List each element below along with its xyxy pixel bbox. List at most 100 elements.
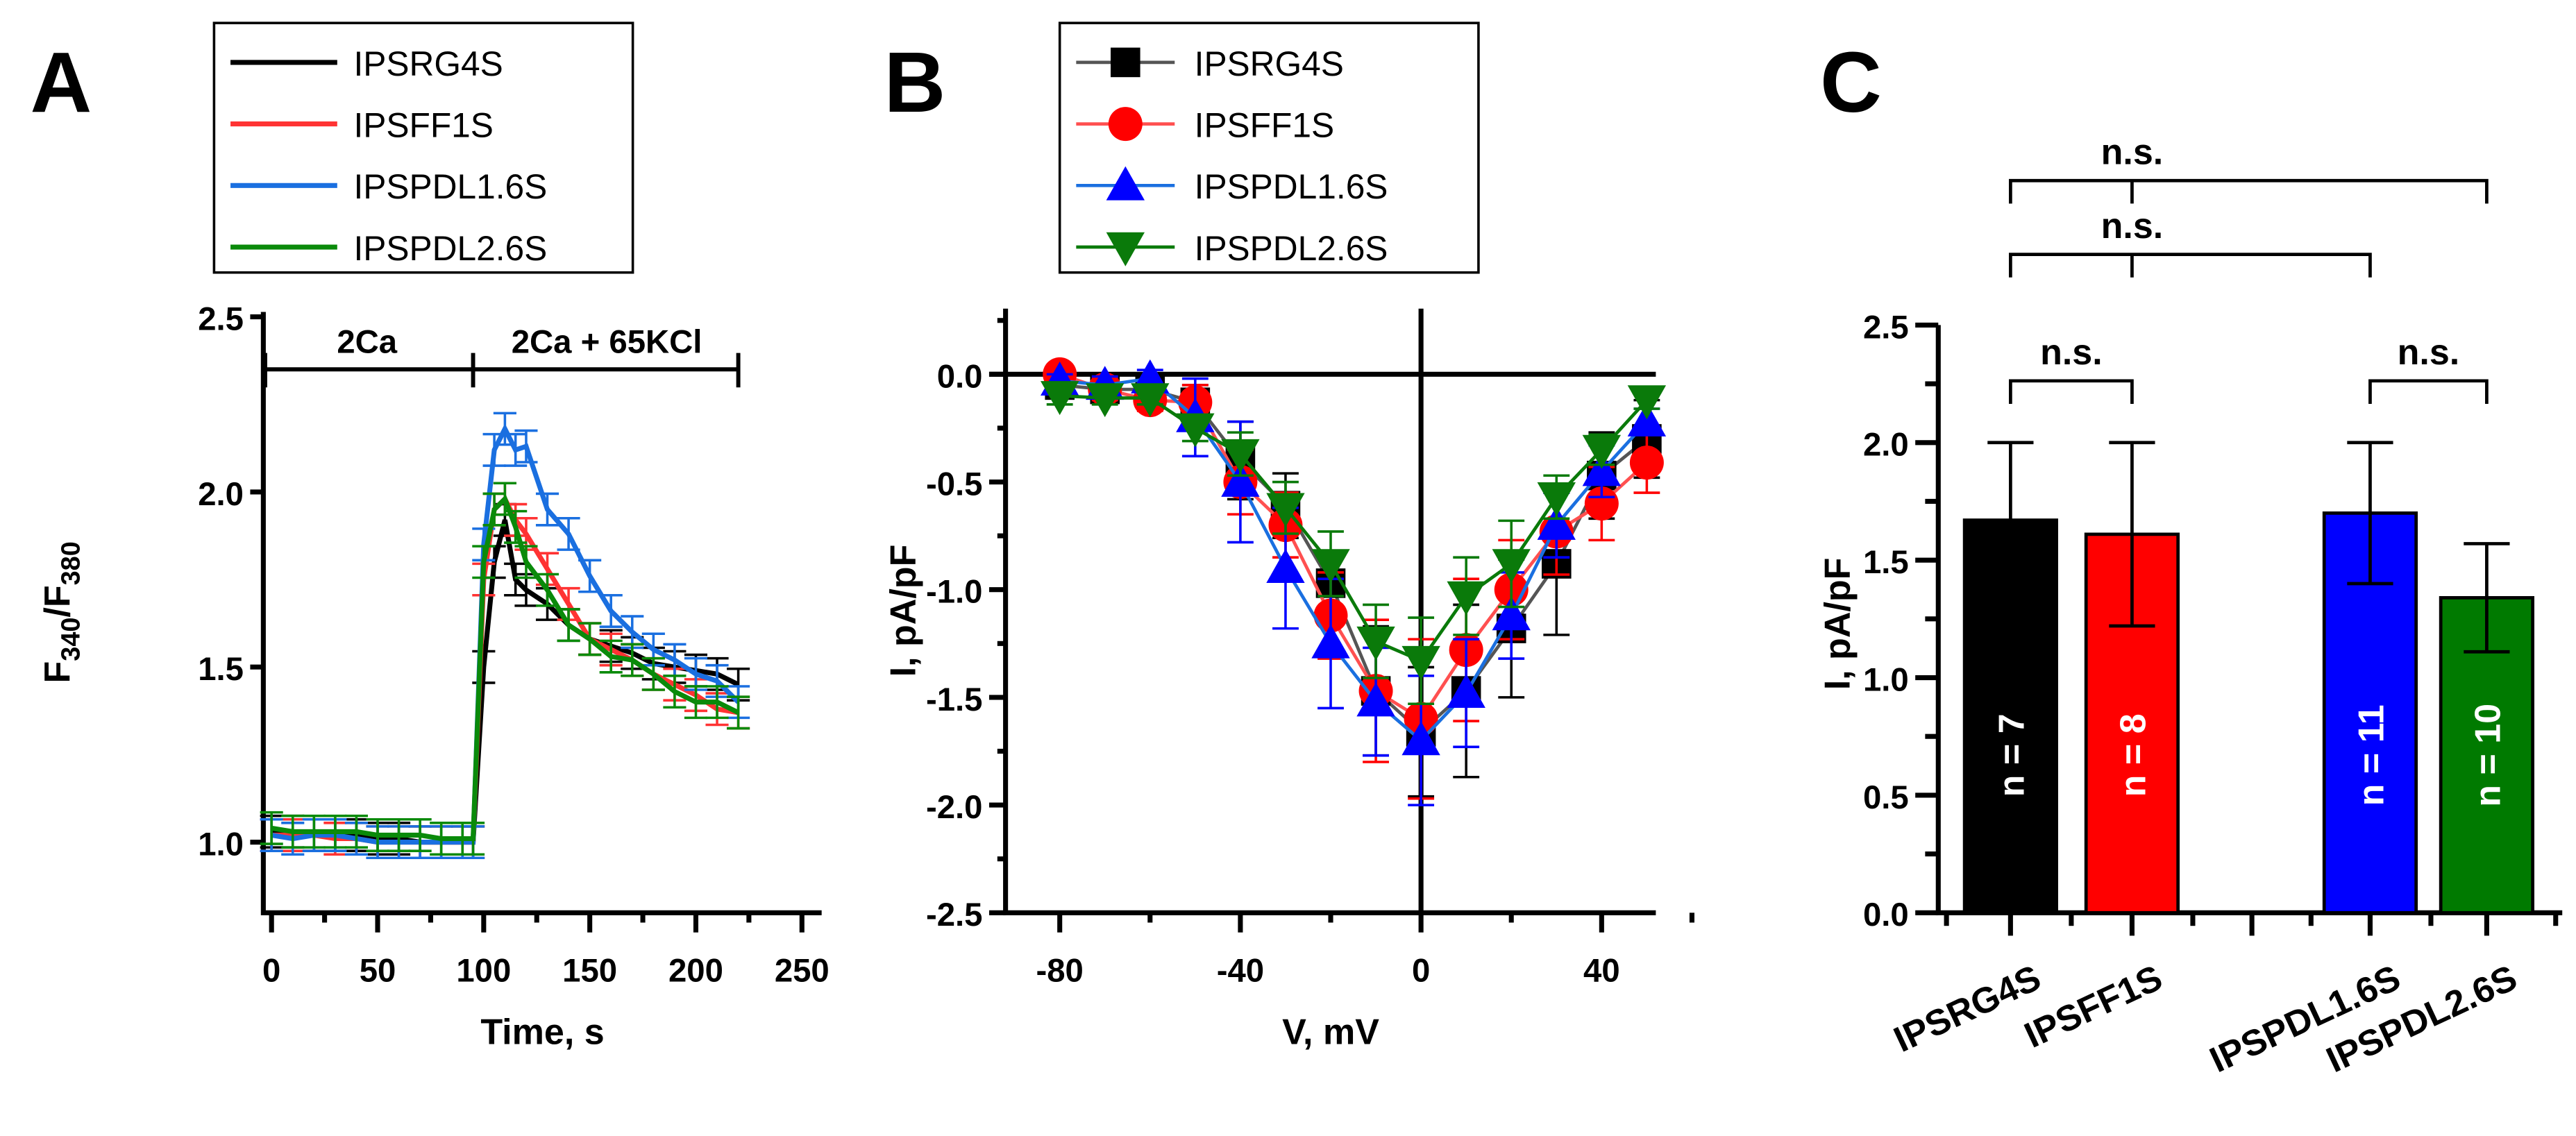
x-tick-label: IPSRG4S <box>1888 958 2047 1060</box>
triangle-up-marker <box>1401 721 1440 756</box>
y-tick-label: 0.0 <box>937 358 983 395</box>
y-tick-label: 1.5 <box>1863 544 1909 581</box>
x-tick-label: 250 <box>775 953 830 990</box>
legend-label: IPSFF1S <box>353 106 493 145</box>
triangle-up-marker <box>1311 624 1350 659</box>
panel-c-chart: 0.0 0.5 1.0 1.5 2.0 2.5 I, pA/pF IPSRG4S n = 7 IP… <box>1818 133 2563 1080</box>
x-tick-label: IPSFF1S <box>2019 958 2169 1056</box>
bar-n-label: n = 10 <box>2468 704 2508 807</box>
y-axis-label-part: 380 <box>56 541 85 585</box>
series-line-IPSPDL2.6S <box>271 494 740 842</box>
y-axis-label: I, pA/pF <box>884 545 924 677</box>
axis-lines <box>260 312 822 915</box>
triangle-down-marker <box>1582 434 1622 469</box>
legend-label: IPSRG4S <box>1195 44 1344 83</box>
panel-b-chart: IPSRG4S IPSFF1S IPSPDL1.6S IPSPDL2.6S 0.0 -0.… <box>884 22 1694 1053</box>
legend-label: IPSRG4S <box>353 44 503 83</box>
y-axis-label-part: 340 <box>56 618 85 661</box>
y-tick-label: 2.0 <box>1863 427 1909 464</box>
y-tick-label: -2.0 <box>926 789 982 826</box>
panel-a-chart: IPSRG4S IPSFF1S IPSPDL1.6S IPSPDL2.6S 1.0 1.5… <box>37 22 830 1053</box>
x-tick-label: 150 <box>562 953 617 990</box>
panel-label-a: A <box>30 35 92 130</box>
triangle-up-marker <box>1356 682 1395 717</box>
triangle-up-marker <box>1492 596 1531 631</box>
y-tick-label: 0.0 <box>1863 897 1909 933</box>
triangle-down-marker <box>1176 413 1215 448</box>
triangle-down-marker <box>1131 383 1170 418</box>
y-tick-label: -0.5 <box>926 466 982 502</box>
series-line-IPSFF1S <box>271 495 739 845</box>
significance-label: n.s. <box>2101 206 2164 246</box>
panel-label-b: B <box>884 35 946 130</box>
triangle-down-marker <box>1492 549 1531 584</box>
y-tick-label: -1.0 <box>926 574 982 611</box>
triangle-down-marker <box>1311 549 1350 584</box>
legend-label: IPSFF1S <box>1195 106 1334 145</box>
triangle-down-marker <box>1266 493 1305 527</box>
y-axis-label: F340/F380 <box>37 541 85 683</box>
y-tick-label: 1.0 <box>198 826 244 863</box>
triangle-up-marker <box>1106 166 1145 201</box>
triangle-down-marker <box>1537 482 1576 516</box>
bar-n-label: n = 8 <box>2113 713 2153 797</box>
x-tick-label: 100 <box>456 953 511 990</box>
y-tick-label: 2.5 <box>198 300 244 337</box>
legend-label: IPSPDL2.6S <box>353 229 547 268</box>
circle-marker <box>1584 486 1619 521</box>
legend-label: IPSPDL1.6S <box>353 167 547 206</box>
triangle-down-marker <box>1627 385 1667 420</box>
y-tick-label: 1.5 <box>198 651 244 688</box>
x-tick-label: 200 <box>668 953 723 990</box>
significance-bracket <box>2368 379 2489 404</box>
circle-marker <box>1629 446 1664 480</box>
series-line-IPSRG4S <box>271 519 740 845</box>
triangle-down-marker <box>1221 439 1260 473</box>
y-axis-label-part: F <box>37 661 78 684</box>
triangle-up-marker <box>1582 452 1622 486</box>
triangle-down-marker <box>1447 581 1485 616</box>
y-axis-label: I, pA/pF <box>1818 558 1858 690</box>
square-marker <box>1111 47 1140 78</box>
y-tick-label: -2.5 <box>926 897 982 933</box>
bar-n-label: n = 7 <box>1992 713 2032 797</box>
significance-bracket <box>2009 379 2134 404</box>
triangle-down-marker <box>1106 232 1145 266</box>
y-axis-label-part: /F <box>37 585 78 617</box>
y-tick-label: 1.0 <box>1863 661 1909 698</box>
x-tick-label: 0 <box>1412 953 1430 990</box>
bar-n-label: n = 11 <box>2351 704 2391 806</box>
triangle-up-marker <box>1537 505 1576 540</box>
y-tick-label: 0.5 <box>1863 779 1909 816</box>
triangle-up-marker <box>1221 462 1260 497</box>
significance-bracket <box>2009 253 2372 278</box>
x-axis-label: Time, s <box>480 1012 604 1053</box>
y-tick-label: -1.5 <box>926 681 982 718</box>
x-tick-label: -40 <box>1217 953 1264 990</box>
significance-label: n.s. <box>2101 133 2164 173</box>
annotation-2ca-65kcl: 2Ca + 65KCl <box>512 324 702 361</box>
panel-label-c: C <box>1820 35 1882 130</box>
x-tick-label: 50 <box>360 953 396 990</box>
triangle-down-marker <box>1041 381 1079 416</box>
triangle-down-marker <box>1086 383 1125 418</box>
significance-bracket <box>2009 178 2489 204</box>
series-line-IPSPDL1.6S <box>271 423 741 845</box>
y-tick-label: 2.0 <box>198 476 244 513</box>
legend-label: IPSPDL2.6S <box>1195 229 1388 268</box>
triangle-up-marker <box>1447 674 1485 708</box>
legend-label: IPSPDL1.6S <box>1195 167 1388 206</box>
triangle-up-marker <box>1266 549 1305 583</box>
triangle-down-marker <box>1401 645 1440 680</box>
x-tick-label: 0 <box>262 953 280 990</box>
x-tick-label: 40 <box>1583 953 1620 990</box>
circle-marker <box>1108 107 1143 142</box>
y-tick-label: 2.5 <box>1863 309 1909 346</box>
triangle-up-marker <box>1627 402 1667 436</box>
annotation-2ca: 2Ca <box>337 324 397 361</box>
x-tick-label: -80 <box>1036 953 1084 990</box>
significance-label: n.s. <box>2398 332 2460 373</box>
x-axis-label: V, mV <box>1282 1012 1379 1053</box>
triangle-down-marker <box>1356 626 1395 661</box>
